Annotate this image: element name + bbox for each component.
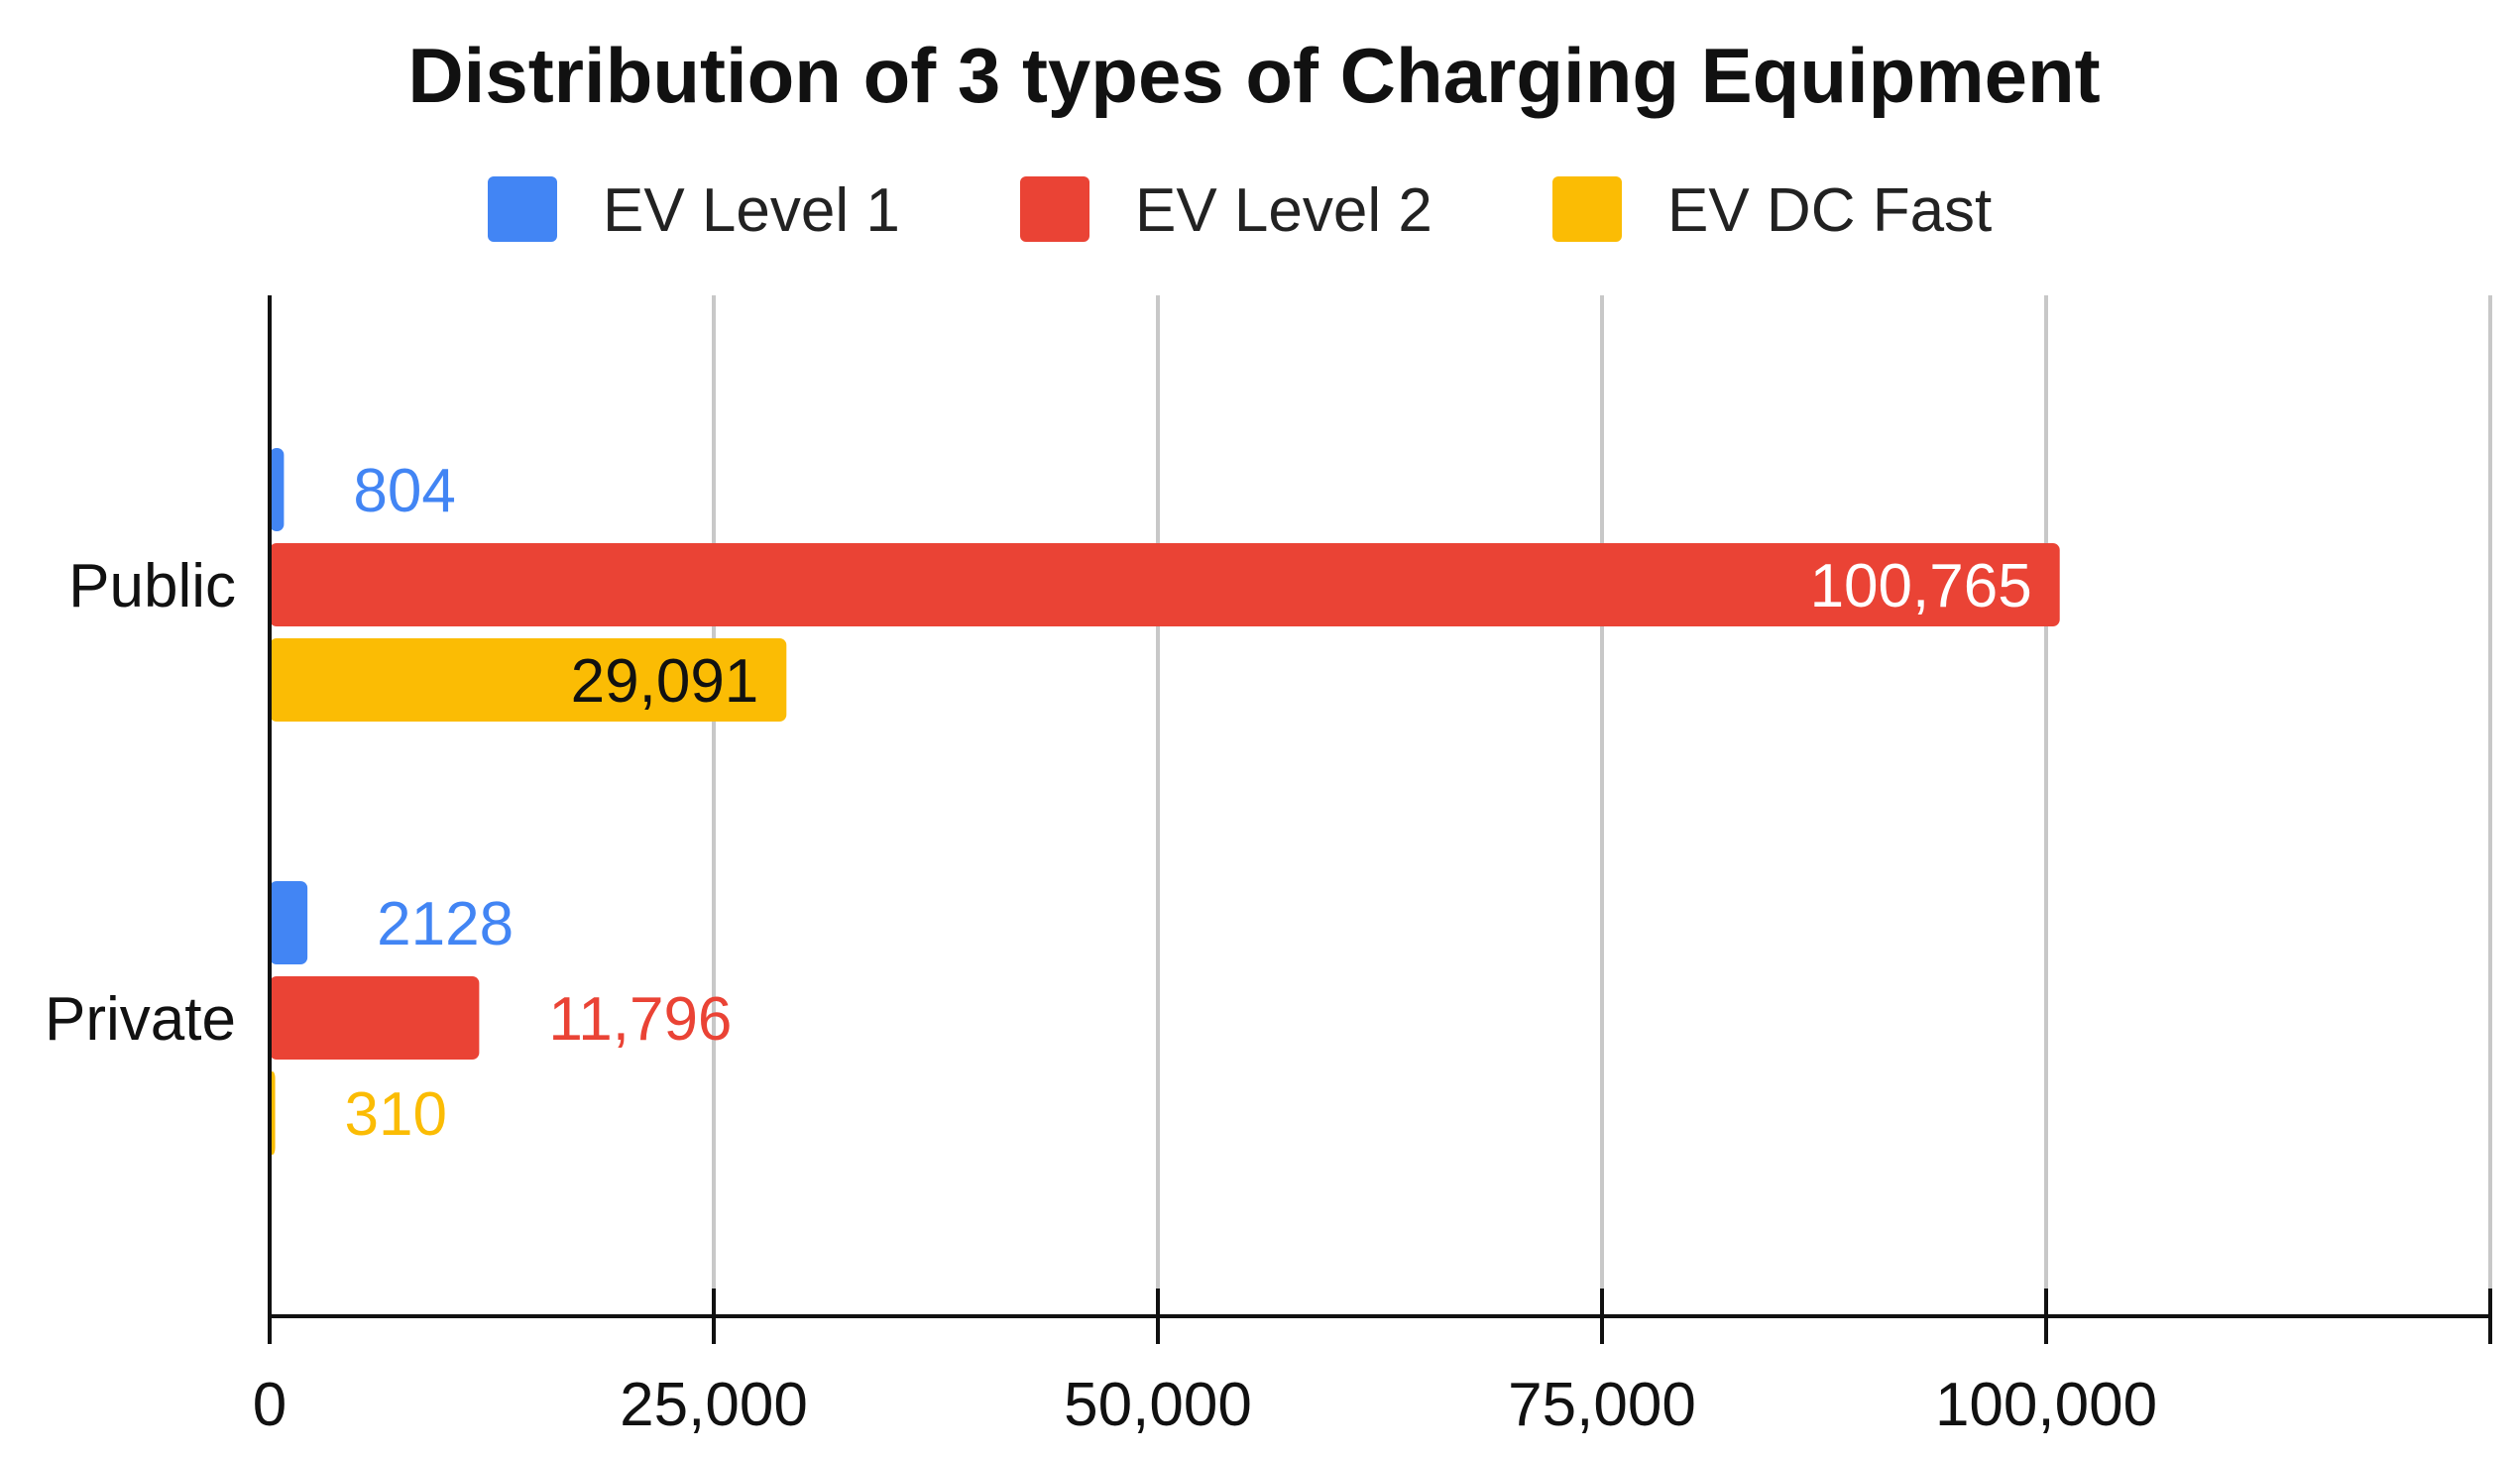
bar-public-3: [270, 638, 787, 722]
x-tick-label-5: 100,000: [1935, 1371, 2157, 1439]
legend-swatch-2: [1020, 176, 1089, 242]
legend-label-3: EV DC Fast: [1667, 176, 1992, 245]
legend-swatch-1: [488, 176, 557, 242]
legend-label-1: EV Level 1: [603, 176, 900, 245]
bar-private-2: [270, 976, 480, 1060]
data-label-private-1: 2128: [377, 890, 514, 958]
chart-title: Distribution of 3 types of Charging Equi…: [407, 32, 2100, 119]
bars: [270, 448, 2060, 1155]
x-tick-label-4: 75,000: [1508, 1371, 1696, 1439]
category-labels: Public Private: [45, 552, 236, 1054]
tick-labels: 0 25,000 50,000 75,000 100,000: [253, 1371, 2157, 1439]
bar-private-1: [270, 881, 308, 964]
x-tick-label-2: 25,000: [620, 1371, 808, 1439]
data-labels: 804 100,765 29,091 2128 11,796 310: [345, 457, 2032, 1149]
x-tick-label-1: 0: [253, 1371, 286, 1439]
data-label-public-3: 29,091: [571, 647, 759, 716]
gridlines: [712, 295, 2492, 1316]
data-label-public-2: 100,765: [1810, 552, 2032, 620]
bar-public-2: [270, 543, 2060, 626]
category-label-private: Private: [45, 985, 236, 1054]
data-label-public-1: 804: [353, 457, 455, 525]
legend-label-2: EV Level 2: [1135, 176, 1432, 245]
data-label-private-3: 310: [345, 1080, 447, 1149]
bar-public-1: [270, 448, 285, 531]
legend: EV Level 1 EV Level 2 EV DC Fast: [488, 176, 1992, 245]
axes: [268, 295, 2492, 1344]
x-tick-label-3: 50,000: [1064, 1371, 1252, 1439]
data-label-private-2: 11,796: [548, 985, 732, 1054]
category-label-public: Public: [68, 552, 236, 620]
legend-swatch-3: [1552, 176, 1622, 242]
